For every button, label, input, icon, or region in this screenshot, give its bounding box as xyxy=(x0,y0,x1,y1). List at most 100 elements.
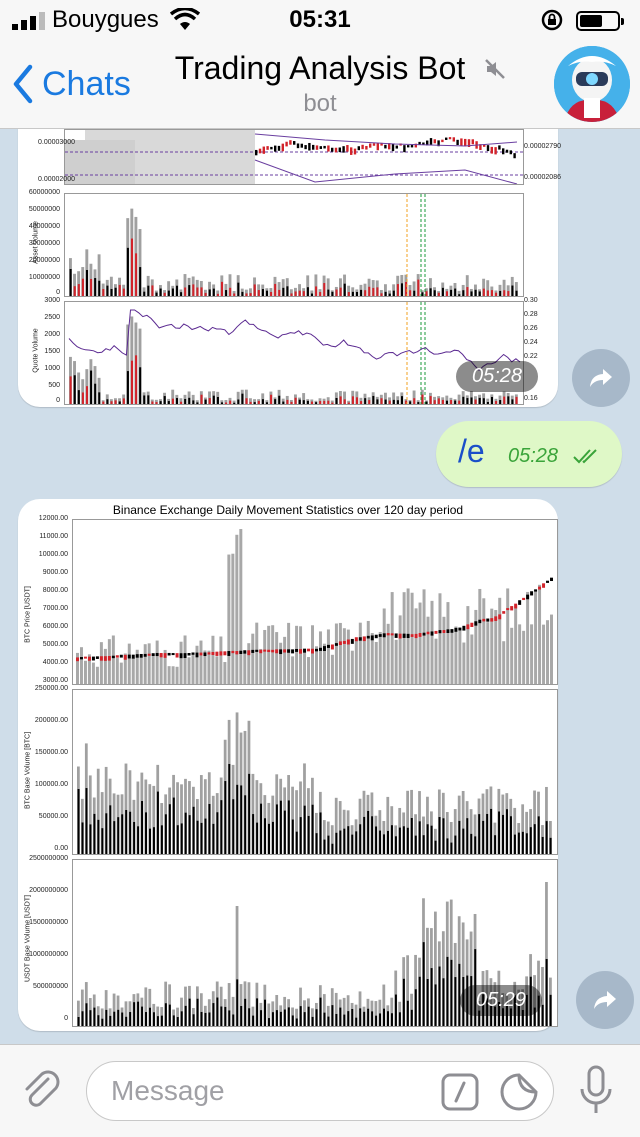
bot-avatar[interactable] xyxy=(554,46,630,122)
volume-bar xyxy=(263,629,267,684)
volume-bar xyxy=(103,648,107,684)
incoming-image-message[interactable]: Binance Exchange Daily Movement Statisti… xyxy=(18,499,558,1031)
volume-bar xyxy=(111,635,115,684)
volume-bar-inner xyxy=(375,826,378,854)
volume-bar xyxy=(525,811,528,854)
volume-bar-inner xyxy=(331,843,334,854)
sticker-icon[interactable] xyxy=(499,1072,539,1112)
volume-bar-inner xyxy=(184,287,187,296)
volume-bar-inner xyxy=(151,401,154,404)
volume-bar-inner xyxy=(315,286,318,296)
volume-bar-inner xyxy=(315,833,318,854)
volume-bar xyxy=(247,982,251,1026)
volume-bar-inner xyxy=(429,288,432,296)
volume-bar xyxy=(104,990,108,1026)
volume-bar xyxy=(326,629,330,684)
volume-bar-inner xyxy=(327,835,330,854)
volume-bar-inner xyxy=(135,253,138,296)
candle xyxy=(167,652,171,656)
message-input[interactable] xyxy=(109,1074,433,1108)
volume-bar-inner xyxy=(129,1012,132,1026)
volume-bar-inner xyxy=(264,999,267,1026)
volume-bar-inner xyxy=(470,976,473,1026)
chat-area[interactable]: 0.00003000 0.00002000 0.00002790 0.00002… xyxy=(0,129,640,1044)
candle xyxy=(452,137,455,142)
candle xyxy=(251,649,255,653)
volume-bar xyxy=(396,396,400,404)
message-field[interactable] xyxy=(86,1061,554,1121)
volume-bar xyxy=(154,399,158,404)
volume-bar xyxy=(418,602,422,684)
volume-bar-inner xyxy=(363,816,366,854)
candle xyxy=(378,634,382,637)
volume-bar-inner xyxy=(130,238,134,296)
share-button[interactable] xyxy=(572,349,630,407)
candle xyxy=(448,137,452,140)
volume-bar-inner xyxy=(184,812,187,854)
volume-bar xyxy=(438,593,442,684)
volume-bar-inner xyxy=(315,1009,318,1026)
share-button[interactable] xyxy=(576,971,634,1029)
candle xyxy=(450,629,454,633)
volume-bar xyxy=(228,274,232,296)
volume-bar-inner xyxy=(196,998,199,1026)
volume-bar xyxy=(148,784,152,854)
candle xyxy=(187,652,191,656)
volume-bar-inner xyxy=(323,839,326,854)
incoming-image-message[interactable]: 0.00003000 0.00002000 0.00002790 0.00002… xyxy=(18,129,561,407)
volume-bar-inner xyxy=(291,1015,294,1026)
volume-bar xyxy=(541,966,544,1026)
candle xyxy=(163,653,167,658)
volume-bar-inner xyxy=(298,290,301,296)
microphone-icon[interactable] xyxy=(578,1065,614,1117)
attach-icon[interactable] xyxy=(18,1067,66,1115)
volume-bar xyxy=(322,643,326,684)
chat-title[interactable]: Trading Analysis Bot xyxy=(174,50,466,86)
volume-bar-inner xyxy=(145,812,148,854)
price-line xyxy=(68,309,521,372)
volume-bar-inner xyxy=(505,809,508,854)
volume-bar-inner xyxy=(533,1007,536,1026)
share-arrow-icon xyxy=(590,369,612,387)
volume-bar xyxy=(414,814,417,854)
volume-bar-inner xyxy=(208,803,211,854)
volume-bar-inner xyxy=(458,963,461,1026)
candle xyxy=(191,652,195,655)
volume-bar xyxy=(537,960,540,1026)
volume-bar-inner xyxy=(355,831,358,854)
volume-bar-inner xyxy=(541,836,544,854)
volume-bar xyxy=(482,598,486,684)
volume-bar-inner xyxy=(486,998,489,1026)
volume-bar xyxy=(203,779,207,854)
candle xyxy=(486,618,490,622)
candle xyxy=(103,656,107,661)
volume-bar-inner xyxy=(264,818,267,854)
volume-bar xyxy=(442,616,446,684)
outgoing-text-message[interactable]: /e 05:28 xyxy=(436,421,622,487)
volume-bar xyxy=(289,289,293,296)
volume-bar-inner xyxy=(98,280,101,296)
volume-bar xyxy=(478,588,482,684)
volume-bar xyxy=(283,636,287,684)
candle xyxy=(135,654,139,658)
message-time: 05:28 xyxy=(456,361,539,392)
volume-bar-inner xyxy=(89,1010,92,1026)
volume-bar-inner xyxy=(192,1014,195,1026)
volume-bar xyxy=(175,666,179,684)
volume-bar-inner xyxy=(541,1004,544,1026)
volume-bar-inner xyxy=(537,816,540,854)
volume-bar xyxy=(119,662,123,684)
candle xyxy=(115,655,119,658)
candle xyxy=(219,651,223,656)
volume-bar-inner xyxy=(299,1006,302,1026)
volume-bar-inner xyxy=(106,399,109,404)
volume-bar xyxy=(79,647,83,684)
volume-bar-inner xyxy=(490,1005,493,1026)
carrier-name: Bouygues xyxy=(52,6,159,33)
volume-bar xyxy=(412,281,416,296)
bot-command-icon[interactable] xyxy=(441,1073,479,1111)
volume-bar-inner xyxy=(339,1007,342,1026)
candle xyxy=(79,657,83,660)
back-button[interactable]: Chats xyxy=(12,64,131,104)
volume-bar-inner xyxy=(249,293,252,296)
